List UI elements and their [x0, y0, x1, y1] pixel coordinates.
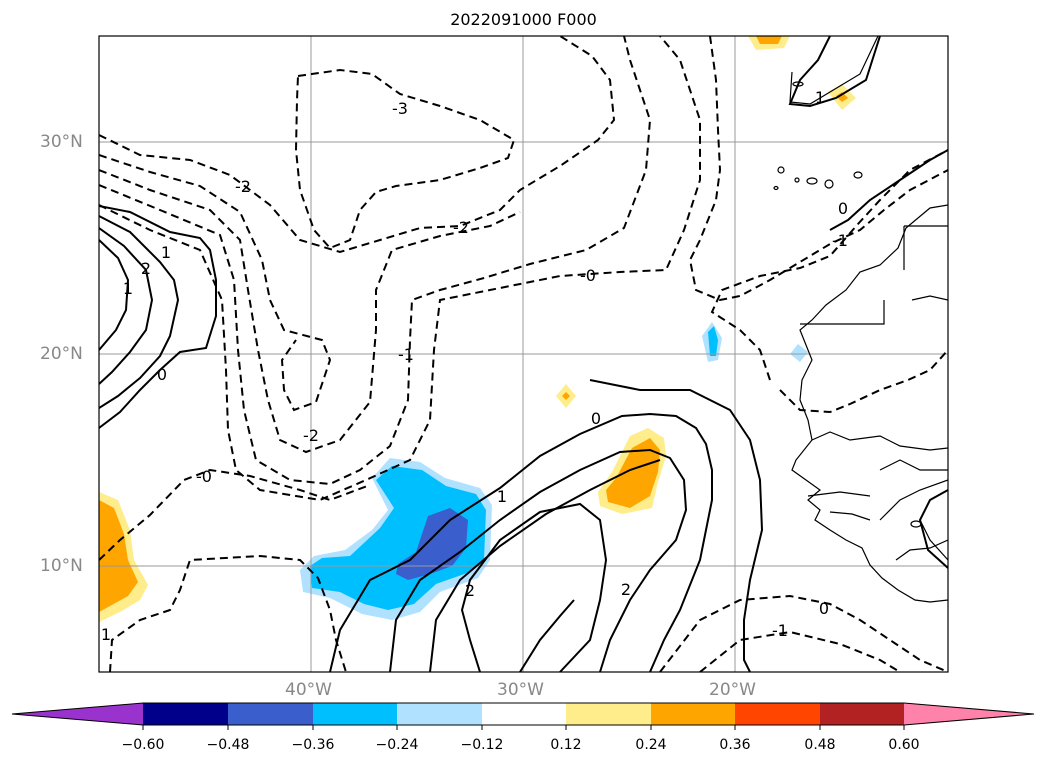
- contour-label: 0: [838, 199, 848, 218]
- colorbar-segment: [820, 703, 904, 725]
- colorbar-extend-min: [12, 703, 143, 725]
- contour-label: 2: [465, 581, 475, 600]
- positive-contours: [99, 36, 948, 672]
- coastlines: [773, 36, 948, 603]
- contour-label: 0: [157, 365, 167, 384]
- colorbar-tick-label: −0.36: [291, 737, 335, 753]
- contour-label: 0: [819, 599, 829, 618]
- contour-label: 1: [101, 625, 111, 644]
- contour-label: 1: [815, 88, 825, 107]
- map-frame: [98, 35, 949, 673]
- colorbar-segment: [482, 703, 566, 725]
- colorbar-tick-label: 0.60: [888, 737, 920, 753]
- contour-label: 1: [123, 279, 133, 298]
- colorbar-segment: [228, 703, 313, 725]
- contour-label: 1: [497, 487, 507, 506]
- contour-label: -2: [453, 218, 469, 237]
- colorbar-tick-label: 0.36: [719, 737, 751, 753]
- colorbar-tick-label: −0.60: [121, 737, 165, 753]
- contour-labels: -3 -2 -2 -2 -1 -0 -0 0 0 0 0 1 1 1 2 2 2…: [101, 88, 848, 644]
- contour-label: -0: [196, 467, 212, 486]
- colorbar-tick-label: −0.24: [375, 737, 419, 753]
- colorbar-segment: [651, 703, 735, 725]
- colorbar-tick-label: 0.12: [550, 737, 582, 753]
- contour-label: -1: [772, 621, 788, 640]
- colorbar-tick-label: −0.48: [206, 737, 250, 753]
- colorbar-segment: [566, 703, 651, 725]
- colorbar-tick-label: 0.24: [635, 737, 667, 753]
- negative-contours: [99, 36, 948, 672]
- gridlines: [99, 36, 948, 672]
- lon-label-30w: 30°W: [497, 680, 544, 700]
- colorbar-segment: [313, 703, 397, 725]
- colorbar-tick-label: 0.48: [804, 737, 836, 753]
- contour-label: -2: [303, 426, 319, 445]
- colorbar-segment: [143, 703, 228, 725]
- contour-label: -3: [392, 99, 408, 118]
- lat-label-20n: 20°N: [40, 344, 83, 364]
- contour-label: -1: [832, 231, 848, 250]
- contour-label: 1: [161, 243, 171, 262]
- contour-label: -0: [580, 266, 596, 285]
- map-title: 2022091000 F000: [450, 10, 597, 29]
- contour-label: 2: [621, 580, 631, 599]
- lat-label-10n: 10°N: [40, 556, 83, 576]
- lat-label-30n: 30°N: [40, 132, 83, 152]
- contour-label: 2: [141, 259, 151, 278]
- lon-label-40w: 40°W: [285, 680, 332, 700]
- colorbar-tick-label: −0.12: [460, 737, 504, 753]
- colorbar: [11, 702, 1035, 730]
- colorbar-extend-max: [904, 703, 1034, 725]
- shaded-anomalies: [99, 36, 856, 622]
- colorbar-segment: [397, 703, 482, 725]
- lon-label-20w: 20°W: [709, 680, 756, 700]
- contour-label: 0: [591, 409, 601, 428]
- colorbar-segment: [735, 703, 820, 725]
- contour-label: -1: [398, 345, 414, 364]
- contour-label: -2: [235, 177, 251, 196]
